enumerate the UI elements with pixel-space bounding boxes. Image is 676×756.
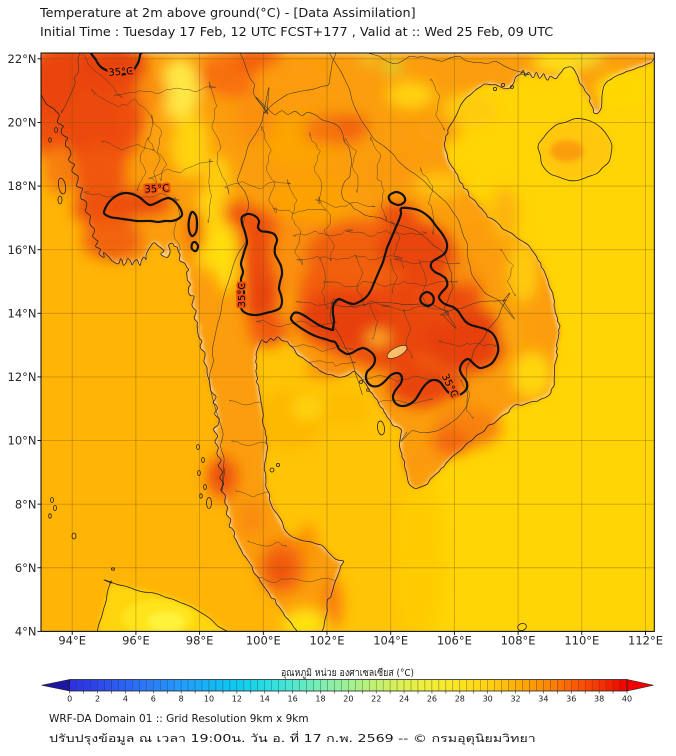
figure-title: Temperature at 2m above ground(°C) - [Da…	[40, 5, 553, 42]
lon-tick-label: 106°E	[437, 634, 472, 648]
colorbar-tick-label: 12	[232, 695, 242, 704]
lon-tick-label: 102°E	[310, 634, 345, 648]
contour-label: 35°C	[108, 66, 133, 79]
colorbar-tick-label: 40	[622, 695, 632, 704]
colorbar-tick-label: 28	[455, 695, 465, 704]
colorbar-tick-label: 30	[483, 695, 493, 704]
lon-tick-label: 96°E	[122, 634, 150, 648]
contour-label: 35°C	[237, 283, 248, 308]
colorbar-tick-label: 8	[179, 695, 184, 704]
lat-tick-label: 12°N	[8, 370, 37, 384]
colorbar-left-arrow	[41, 679, 70, 692]
colorbar-tick-label: 34	[538, 695, 548, 704]
colorbar-tick-label: 22	[371, 695, 381, 704]
colorbar-tick-label: 36	[566, 695, 576, 704]
colorbar-tick-label: 38	[594, 695, 604, 704]
lon-tick-label: 112°E	[628, 634, 663, 648]
colorbar-tick-label: 2	[95, 695, 100, 704]
footer-line-1: WRF-DA Domain 01 :: Grid Resolution 9km …	[49, 713, 309, 725]
colorbar-tick-label: 24	[399, 695, 409, 704]
colorbar-tick-label: 4	[123, 695, 128, 704]
colorbar-right-arrow	[626, 679, 654, 692]
colorbar-tick-label: 18	[315, 695, 325, 704]
colorbar-tick-label: 16	[288, 695, 298, 704]
contour-label: 35°C	[144, 183, 169, 195]
axes: 94°E 96°E 98°E 100°E 102°E 104°E 106°E 108°E 110…	[8, 52, 663, 648]
lat-tick-label: 16°N	[8, 243, 37, 257]
lat-tick-label: 10°N	[8, 434, 37, 448]
title-line-1: Temperature at 2m above ground(°C) - [Da…	[40, 6, 416, 21]
colorbar-tick-label: 20	[343, 695, 353, 704]
lon-tick-label: 110°E	[564, 634, 599, 648]
lon-tick-label: 100°E	[246, 634, 281, 648]
colorbar-tick-label: 0	[67, 695, 72, 704]
map-frame	[40, 52, 655, 632]
colorbar-tick-label: 32	[510, 695, 520, 704]
lon-tick-label: 94°E	[58, 634, 86, 648]
colorbar-tick-label: 14	[260, 695, 270, 704]
colorbar-title: อุณหภูมิ หน่วย องศาเซลเซียส (°C)	[281, 667, 414, 679]
colorbar: อุณหภูมิ หน่วย องศาเซลเซียส (°C)0 2 4 6 8 10 1…	[41, 667, 654, 704]
colorbar-tick-label: 26	[427, 695, 437, 704]
lat-tick-label: 14°N	[8, 306, 37, 320]
coastlines	[41, 57, 655, 632]
lat-tick-label: 4°N	[15, 625, 37, 639]
lat-tick-label: 6°N	[15, 561, 37, 575]
lat-tick-label: 22°N	[8, 52, 37, 66]
title-line-2: Initial Time : Tuesday 17 Feb, 12 UTC FC…	[40, 24, 554, 40]
lon-tick-label: 98°E	[186, 634, 214, 648]
lat-tick-label: 8°N	[15, 497, 37, 511]
temperature-field	[41, 53, 655, 632]
footer-line-2: ปรับปรุงข้อมูล ณ เวลา 19:00น. วัน อ. ที่…	[49, 733, 536, 745]
colorbar-tick-label: 6	[151, 695, 156, 704]
contour-35c	[90, 53, 500, 408]
lon-tick-label: 104°E	[373, 634, 408, 648]
lat-tick-label: 18°N	[8, 179, 37, 193]
lon-tick-label: 108°E	[501, 634, 536, 648]
colorbar-tick-label: 10	[204, 695, 214, 704]
footer: WRF-DA Domain 01 :: Grid Resolution 9km …	[49, 712, 536, 747]
lat-tick-label: 20°N	[8, 116, 37, 130]
